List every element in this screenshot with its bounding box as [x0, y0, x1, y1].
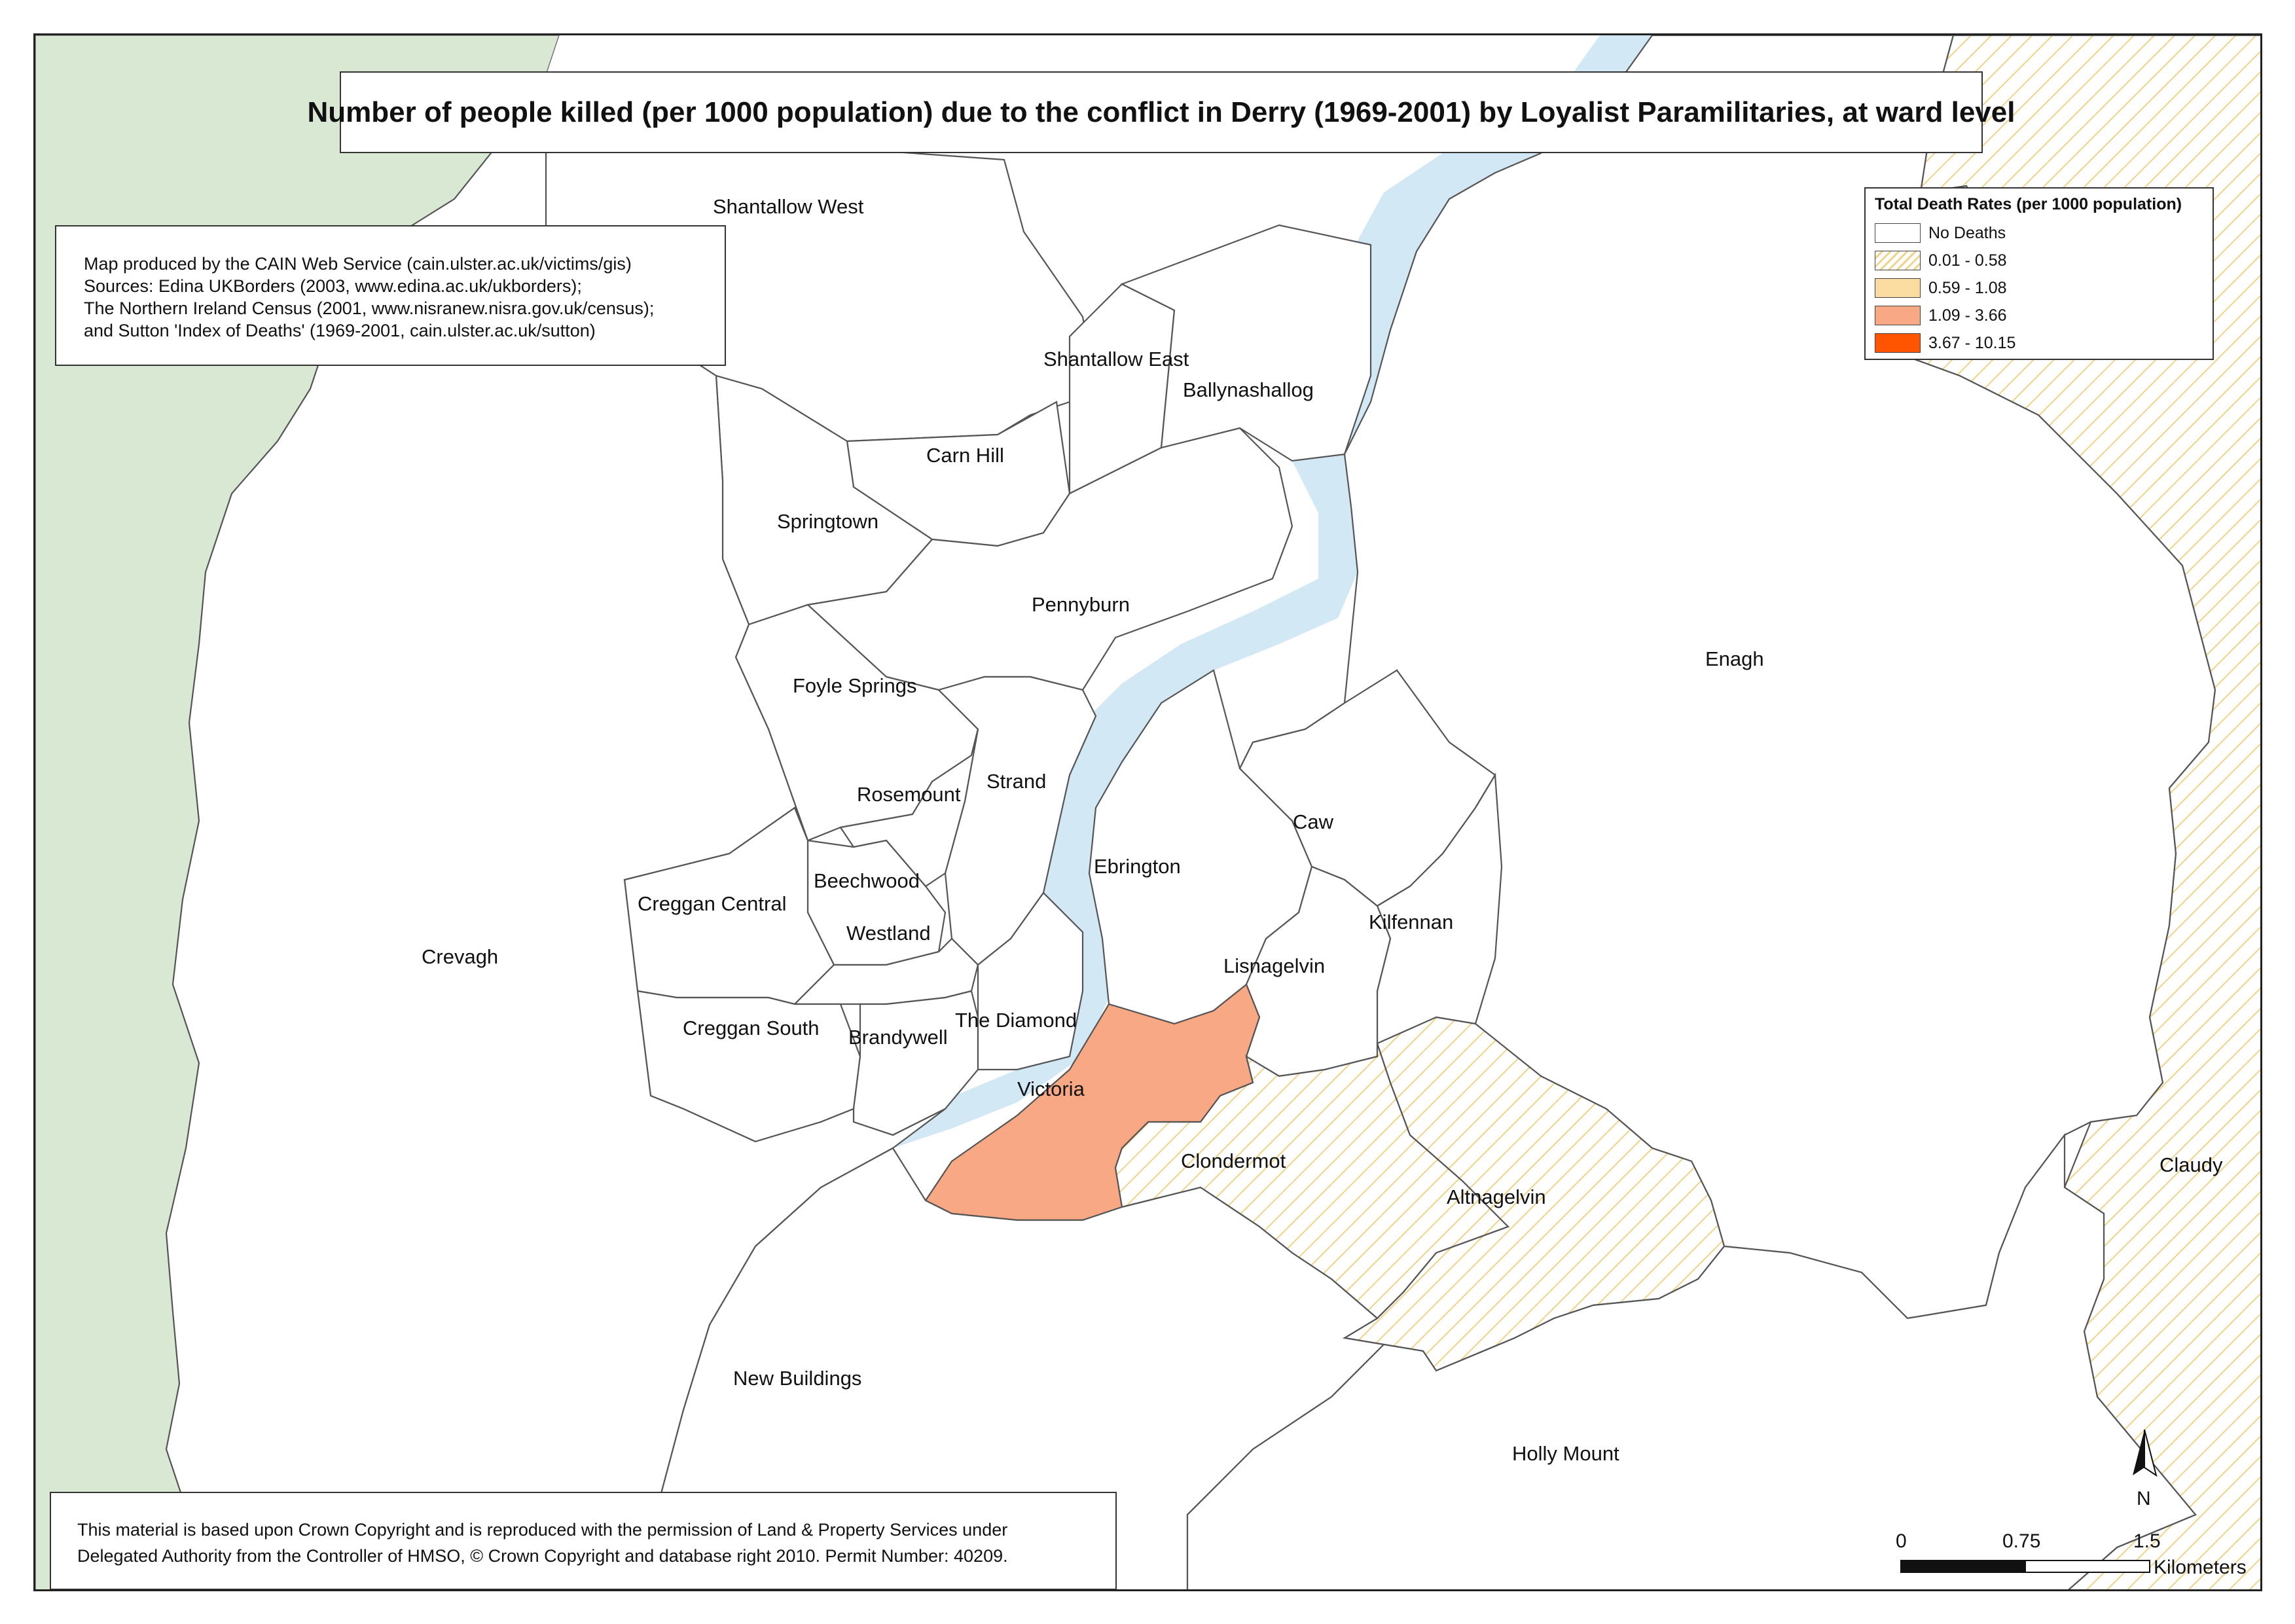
label-ballynashallog: Ballynashallog [1183, 378, 1314, 401]
label-caw: Caw [1293, 810, 1334, 833]
legend-swatch-salmon [1875, 306, 1921, 325]
label-new-buildings: New Buildings [733, 1367, 861, 1390]
label-beechwood: Beechwood [814, 869, 920, 892]
credits-box: Map produced by the CAIN Web Service (ca… [55, 225, 726, 366]
legend-swatch-light-orange [1875, 278, 1921, 298]
legend-item: 3.67 - 10.15 [1875, 329, 2213, 357]
scale-tick-2: 1.5 [2133, 1530, 2161, 1552]
legend-label: 0.01 - 0.58 [1928, 251, 2007, 270]
scale-bar [1900, 1560, 2150, 1573]
copyright-line: Delegated Authority from the Controller … [77, 1546, 1008, 1566]
credits-line: The Northern Ireland Census (2001, www.n… [84, 298, 655, 318]
label-altnagelvin: Altnagelvin [1447, 1185, 1546, 1208]
label-brandywell: Brandywell [848, 1026, 948, 1049]
label-the-diamond: The Diamond [955, 1009, 1077, 1032]
label-pennyburn: Pennyburn [1032, 593, 1130, 616]
legend-label: 3.67 - 10.15 [1928, 333, 2016, 352]
legend-item: 0.01 - 0.58 [1875, 247, 2213, 274]
title-box: Number of people killed (per 1000 popula… [308, 71, 2015, 153]
ward-holly-mount [1186, 1132, 2197, 1589]
label-creggan-central: Creggan Central [638, 892, 786, 915]
label-holly-mount: Holly Mount [1512, 1442, 1619, 1465]
label-clondermot: Clondermot [1181, 1149, 1286, 1172]
label-crevagh: Crevagh [422, 945, 498, 968]
legend-swatch-orange [1875, 333, 1921, 353]
label-kilfennan: Kilfennan [1369, 911, 1453, 933]
legend-swatch-hatched [1875, 251, 1921, 270]
label-foyle-springs: Foyle Springs [793, 674, 917, 697]
ward-brandywell [852, 990, 979, 1136]
label-victoria: Victoria [1017, 1077, 1085, 1100]
credits-line: and Sutton 'Index of Deaths' (1969-2001,… [84, 321, 596, 340]
credits-line: Map produced by the CAIN Web Service (ca… [84, 254, 632, 274]
legend-item: No Deaths [1875, 219, 2213, 247]
credits-line: Sources: Edina UKBorders (2003, www.edin… [84, 276, 582, 296]
label-shantallow-east: Shantallow East [1043, 348, 1189, 370]
ward-ballynashallog [1120, 224, 1372, 462]
scale-tick-1: 0.75 [2002, 1530, 2040, 1552]
scale-tick-0: 0 [1896, 1530, 1907, 1552]
map-frame: Shantallow West Shantallow East Ballynas… [33, 33, 2262, 1591]
north-label: N [2137, 1488, 2151, 1509]
legend-swatch-no-deaths [1875, 223, 1921, 243]
ward-the-diamond [977, 892, 1084, 1071]
legend-item: 0.59 - 1.08 [1875, 274, 2213, 302]
label-carn-hill: Carn Hill [926, 444, 1004, 467]
legend-label: 1.09 - 3.66 [1928, 306, 2007, 325]
label-lisnagelvin: Lisnagelvin [1223, 954, 1325, 977]
label-claudy: Claudy [2159, 1153, 2223, 1176]
north-arrow-icon [2133, 1429, 2158, 1477]
legend-label: 0.59 - 1.08 [1928, 278, 2007, 297]
label-westland: Westland [846, 922, 931, 945]
copyright-line: This material is based upon Crown Copyri… [77, 1520, 1008, 1540]
legend-label: No Deaths [1928, 223, 2006, 242]
label-springtown: Springtown [777, 510, 878, 533]
label-creggan-south: Creggan South [683, 1017, 820, 1039]
legend: Total Death Rates (per 1000 population) … [1864, 187, 2214, 360]
map-canvas: Shantallow West Shantallow East Ballynas… [35, 35, 2260, 1589]
scale-unit: Kilometers [2154, 1557, 2247, 1578]
legend-item: 1.09 - 3.66 [1875, 302, 2213, 329]
label-strand: Strand [986, 770, 1046, 793]
label-ebrington: Ebrington [1094, 855, 1181, 878]
label-rosemount: Rosemount [857, 783, 961, 806]
legend-title: Total Death Rates (per 1000 population) [1875, 195, 2182, 213]
copyright-box: This material is based upon Crown Copyri… [50, 1492, 1117, 1589]
label-enagh: Enagh [1705, 647, 1764, 670]
map-title: Number of people killed (per 1000 popula… [307, 96, 2015, 128]
label-shantallow-west: Shantallow West [713, 195, 864, 218]
